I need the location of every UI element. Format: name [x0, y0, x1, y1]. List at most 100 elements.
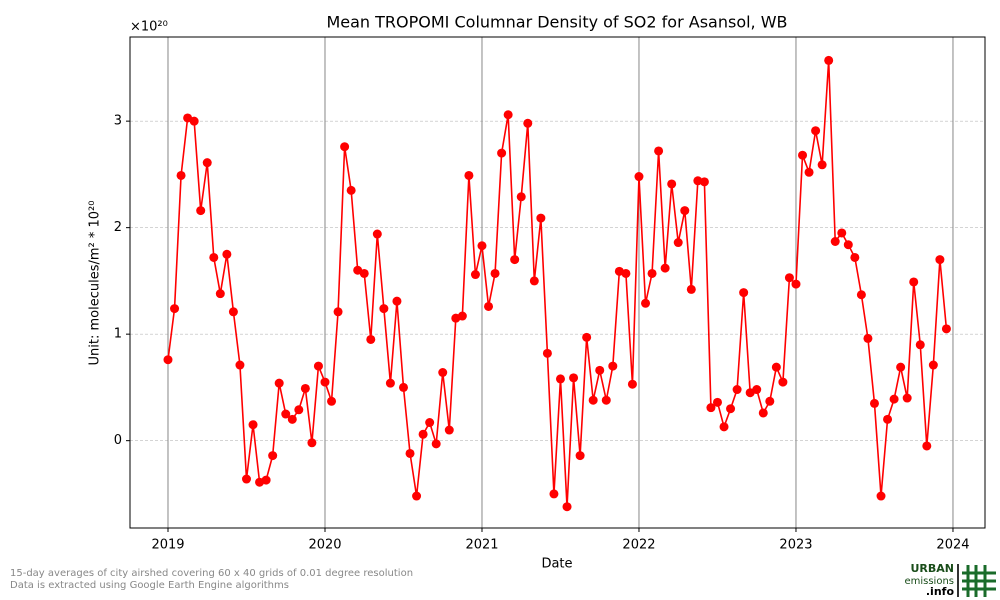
data-point [778, 377, 788, 387]
chart-title: Mean TROPOMI Columnar Density of SO2 for… [326, 13, 787, 32]
data-point [438, 367, 448, 377]
x-tick-label: 2019 [151, 538, 184, 553]
data-point [523, 118, 533, 128]
data-point [268, 451, 278, 461]
data-point [915, 340, 925, 350]
data-point [830, 236, 840, 246]
data-point [686, 284, 696, 294]
data-point [196, 206, 206, 216]
data-point [287, 414, 297, 424]
data-point [634, 172, 644, 182]
data-point [536, 213, 546, 223]
data-point [542, 348, 552, 358]
data-point [791, 279, 801, 289]
data-point [497, 148, 507, 158]
data-point [418, 429, 428, 439]
data-point [928, 360, 938, 370]
data-point [863, 333, 873, 343]
data-point [300, 383, 310, 393]
data-point [477, 241, 487, 251]
data-point [385, 378, 395, 388]
x-tick-label: 2022 [622, 538, 655, 553]
y-tick-label: 2 [114, 220, 122, 235]
data-point [876, 491, 886, 501]
data-point [798, 150, 808, 160]
footnote: 15-day averages of city airshed covering… [10, 568, 413, 579]
data-point [529, 276, 539, 286]
y-axis-label: Unit: molecules/m² * 10²⁰ [88, 201, 103, 366]
data-point [555, 374, 565, 384]
data-point [457, 311, 467, 321]
data-point [588, 395, 598, 405]
data-point [706, 403, 716, 413]
data-point [366, 334, 376, 344]
data-point [752, 385, 762, 395]
data-point [379, 304, 389, 314]
data-point [359, 268, 369, 278]
y-offset-label: ×10²⁰ [130, 20, 168, 35]
data-point [346, 185, 356, 195]
data-point [843, 240, 853, 250]
data-point [392, 296, 402, 306]
data-point [248, 420, 258, 430]
data-point [398, 382, 408, 392]
data-point [444, 425, 454, 435]
data-point [431, 439, 441, 449]
data-point [719, 422, 729, 432]
footnote: Data is extracted using Google Earth Eng… [10, 580, 289, 591]
data-point [313, 361, 323, 371]
x-tick-label: 2023 [779, 538, 812, 553]
data-point [503, 110, 513, 120]
data-point [654, 146, 664, 156]
data-point [575, 451, 585, 461]
logo-text: emissions [904, 576, 954, 587]
data-point [241, 474, 251, 484]
data-point [307, 438, 317, 448]
data-point [673, 238, 683, 248]
data-point [412, 491, 422, 501]
data-point [732, 385, 742, 395]
data-point [837, 228, 847, 238]
data-point [549, 489, 559, 499]
logo-text: .info [926, 585, 955, 598]
data-point [320, 377, 330, 387]
data-point [896, 362, 906, 372]
data-point [889, 394, 899, 404]
data-point [333, 307, 343, 317]
data-point [660, 263, 670, 273]
data-point [771, 362, 781, 372]
data-point [294, 405, 304, 415]
plot-frame [129, 36, 986, 529]
data-point [712, 397, 722, 407]
data-point [228, 307, 238, 317]
data-point [941, 324, 951, 334]
data-point [647, 268, 657, 278]
data-point [484, 301, 494, 311]
data-point [909, 277, 919, 287]
data-point [582, 332, 592, 342]
data-point [209, 252, 219, 262]
data-point [425, 418, 435, 428]
data-point [405, 448, 415, 458]
data-point [327, 396, 337, 406]
data-point [340, 142, 350, 152]
x-axis-label: Date [541, 557, 572, 572]
logo-icon [962, 565, 996, 597]
data-point [680, 206, 690, 216]
data-point [516, 192, 526, 202]
y-tick-label: 3 [114, 114, 122, 129]
x-tick-label: 2021 [465, 538, 498, 553]
data-point [627, 379, 637, 389]
y-tick-label: 0 [114, 433, 122, 448]
data-point [372, 229, 382, 239]
data-point [811, 126, 821, 136]
data-point [261, 475, 271, 485]
data-point [170, 304, 180, 314]
data-point [641, 298, 651, 308]
data-point [601, 395, 611, 405]
data-point [726, 404, 736, 414]
data-point [902, 393, 912, 403]
data-point [163, 355, 173, 365]
data-point [856, 290, 866, 300]
